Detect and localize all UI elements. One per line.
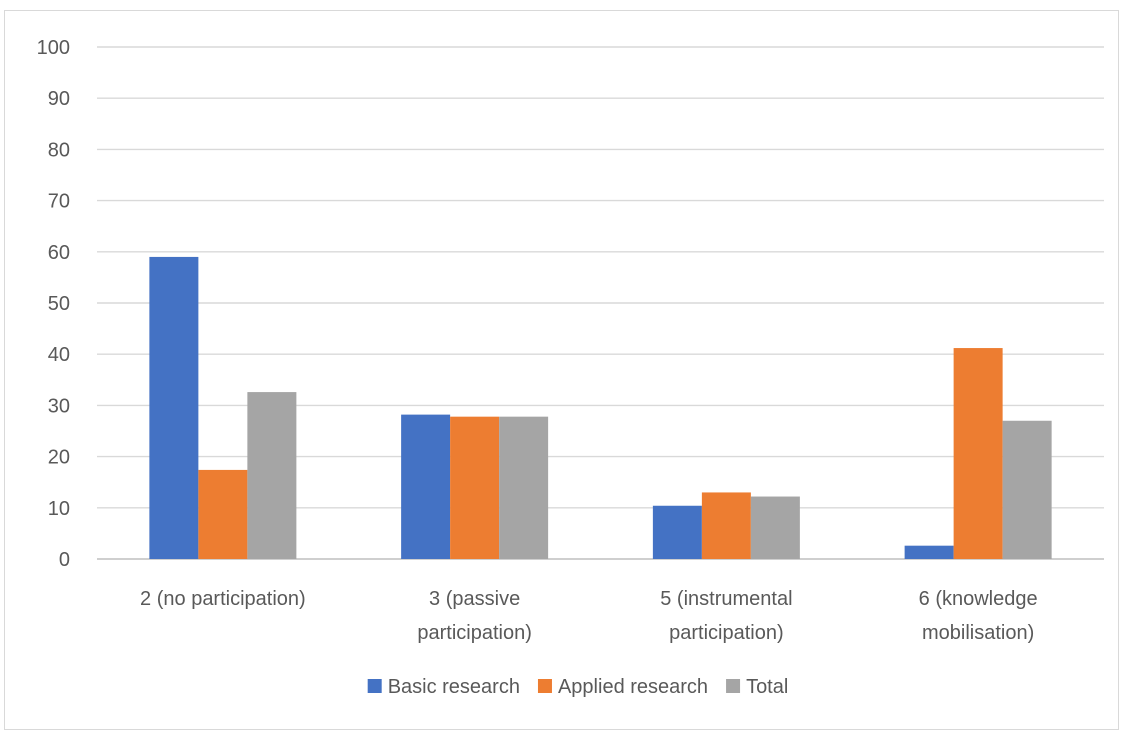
y-tick-label: 0 [59, 549, 70, 571]
y-axis: 0 10 20 30 40 50 60 70 80 90 100 [37, 37, 70, 571]
bar-applied-research [198, 469, 248, 559]
y-tick-label: 40 [48, 344, 70, 366]
bar-total [750, 496, 800, 559]
bars [149, 256, 1052, 559]
x-category-label: 2 (no participation) [140, 588, 306, 610]
x-category-label: 5 (instrumental [660, 588, 792, 610]
bar-applied-research [953, 348, 1003, 559]
y-tick-label: 30 [48, 395, 70, 417]
x-category-label: participation) [417, 622, 532, 644]
legend-swatch-applied-research [537, 679, 552, 693]
bar-basic-research [904, 545, 954, 559]
legend-label: Applied research [558, 676, 708, 698]
y-tick-label: 90 [48, 88, 70, 110]
legend-label: Basic research [388, 676, 520, 698]
y-tick-label: 70 [48, 191, 70, 213]
bar-applied-research [450, 416, 500, 559]
bar-total [499, 416, 549, 559]
y-tick-label: 50 [48, 293, 70, 315]
x-category-label: participation) [669, 622, 784, 644]
y-tick-label: 10 [48, 498, 70, 520]
y-tick-label: 80 [48, 139, 70, 161]
x-category-label: 6 (knowledge [919, 588, 1038, 610]
x-category-label: mobilisation) [922, 622, 1034, 644]
bar-basic-research [401, 414, 451, 559]
bar-applied-research [701, 492, 751, 559]
legend-swatch-basic-research [367, 679, 382, 693]
y-tick-label: 100 [37, 37, 70, 59]
bar-basic-research [652, 505, 702, 559]
legend-swatch-total [726, 679, 741, 693]
bar-basic-research [149, 256, 199, 559]
y-tick-label: 60 [48, 242, 70, 264]
legend-label: Total [746, 676, 788, 698]
x-category-label: 3 (passive [429, 588, 520, 610]
bar-total [247, 392, 297, 559]
y-tick-label: 20 [48, 447, 70, 469]
bar-total [1002, 420, 1052, 559]
x-axis: 2 (no participation) 3 (passive participat… [140, 588, 1038, 644]
legend: Basic research Applied research Total [367, 676, 788, 698]
